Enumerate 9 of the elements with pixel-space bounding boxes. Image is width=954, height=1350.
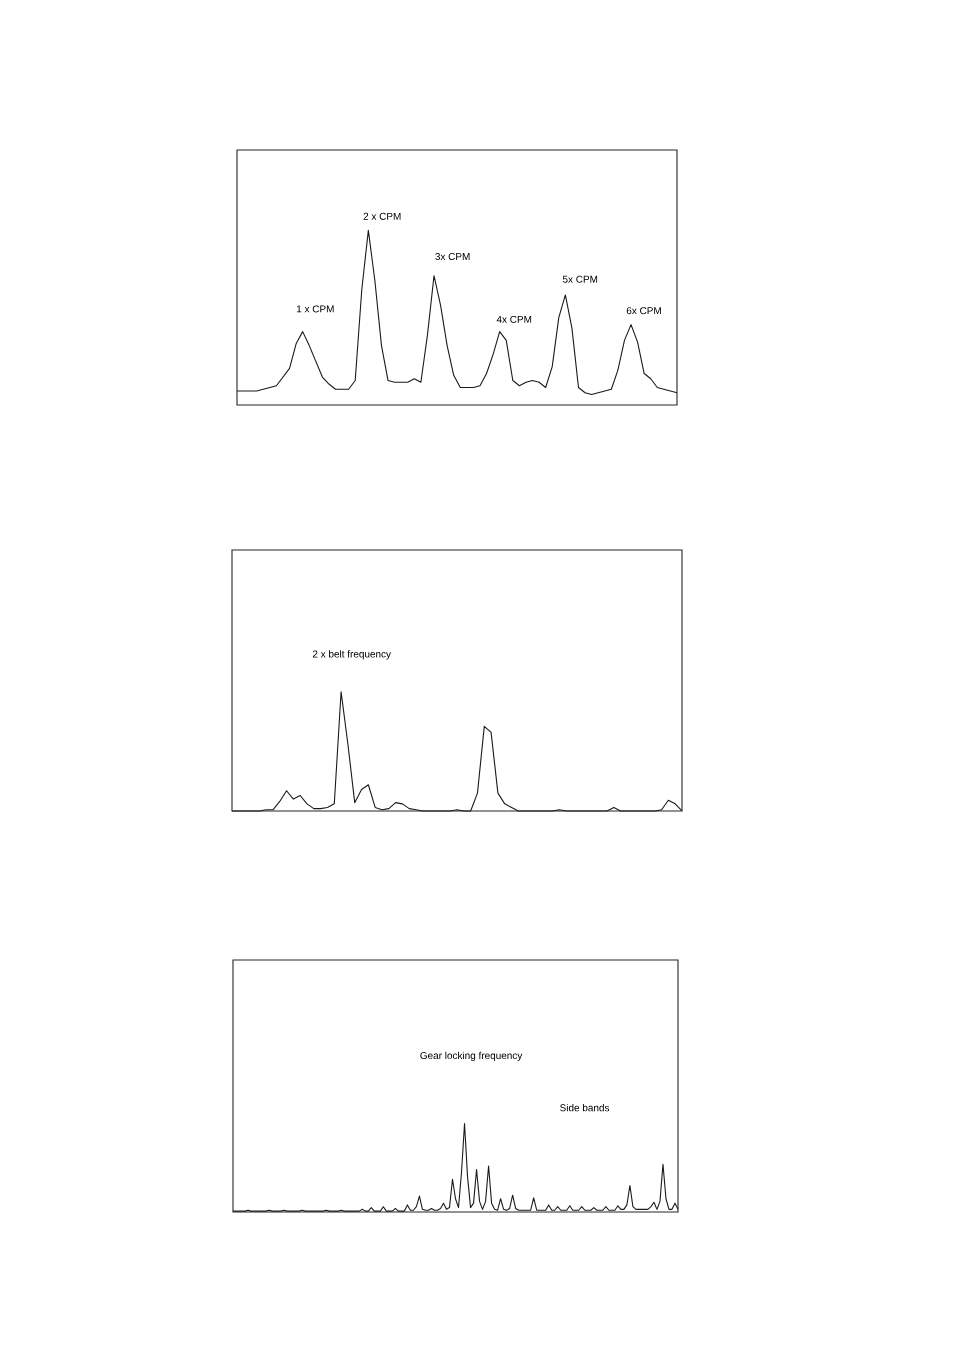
annotation: 3x CPM [435,253,470,261]
text: 2 x CPM [363,212,401,220]
text: Side bands [560,1104,610,1112]
annotation: 1 x CPM [296,305,334,313]
annotation: 6x CPM [626,307,661,315]
annotation: 4x CPM [496,315,532,323]
text: Gear locking frequency [420,1051,523,1062]
annotation: 5x CPM [562,275,598,283]
text: 2 x belt frequency [312,650,391,660]
